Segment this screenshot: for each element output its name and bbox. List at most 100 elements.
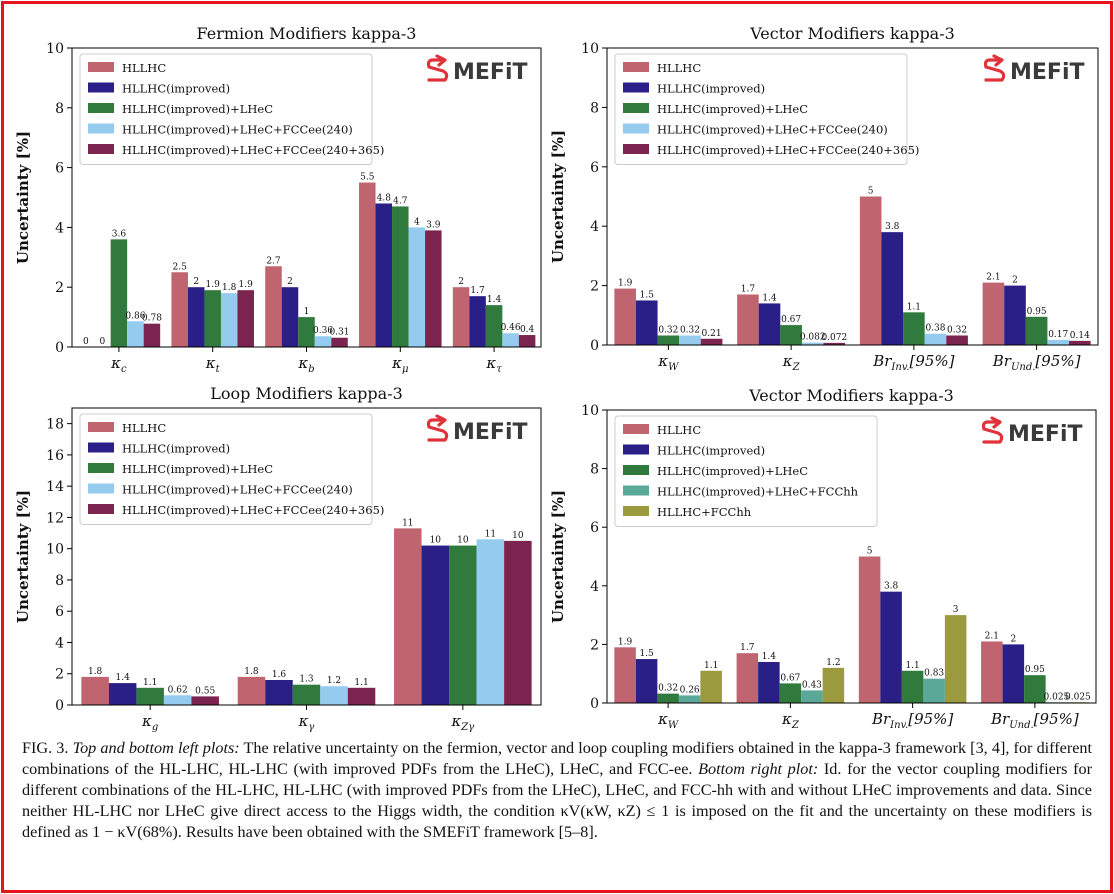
bar — [700, 338, 723, 345]
bar — [982, 282, 1005, 345]
bar — [163, 695, 192, 705]
value-label: 1.9 — [618, 279, 633, 289]
bar — [314, 336, 332, 347]
caption-italic: Top and bottom left plots: — [72, 739, 240, 757]
value-label: 11 — [485, 529, 496, 539]
value-label: 0.38 — [925, 324, 945, 334]
bar — [924, 333, 947, 345]
legend-label: HLLHC(improved)+LHeC+FCCee(240+365) — [122, 143, 384, 157]
bar — [394, 528, 422, 705]
legend-label: HLLHC(improved)+LHeC — [122, 462, 273, 476]
bar — [678, 695, 701, 703]
logo-text: MEFiT — [1008, 422, 1083, 447]
logo-icon — [426, 414, 449, 442]
legend-swatch — [88, 442, 114, 453]
bar — [191, 696, 219, 705]
legend-swatch — [88, 504, 114, 514]
bar — [801, 690, 823, 703]
chart-title: Vector Modifiers kappa-3 — [748, 386, 954, 405]
logo-icon — [981, 416, 1004, 444]
y-tick-label: 0 — [590, 696, 599, 712]
bar — [1047, 339, 1070, 345]
legend-swatch — [88, 463, 114, 473]
value-label: 0.67 — [781, 315, 801, 325]
y-tick-label: 4 — [590, 219, 599, 235]
value-label: 1.5 — [639, 649, 654, 659]
value-label: 2.7 — [266, 256, 281, 266]
logo-text: MEFiT — [1010, 60, 1085, 85]
value-label: 2 — [1010, 634, 1016, 644]
value-label: 0.86 — [125, 311, 145, 321]
value-label: 0.78 — [142, 314, 162, 324]
legend-label: HLLHC(improved)+LHeC — [657, 102, 808, 116]
legend-swatch — [623, 506, 649, 516]
legend-swatch — [88, 62, 114, 72]
bar — [858, 556, 881, 703]
bar — [635, 300, 658, 345]
y-tick-label: 6 — [590, 520, 599, 536]
bar — [1069, 340, 1091, 345]
value-label: 0.95 — [1027, 307, 1047, 317]
x-tick-label: κZ — [782, 352, 801, 373]
x-tick-label: κτ — [485, 354, 502, 375]
bar — [923, 678, 945, 703]
x-tick-label: κc — [110, 354, 127, 375]
y-tick-label: 10 — [46, 41, 64, 57]
y-tick-label: 6 — [590, 160, 599, 176]
value-label: 3.9 — [426, 220, 441, 230]
bar — [127, 321, 144, 347]
legend-label: HLLHC — [657, 61, 701, 75]
value-label: 0.95 — [1025, 665, 1045, 675]
bar — [903, 312, 925, 345]
bar — [758, 303, 781, 345]
caption-label: FIG. 3. — [22, 739, 69, 757]
logo-icon — [426, 54, 449, 82]
bar — [476, 539, 505, 705]
legend-swatch — [623, 485, 649, 496]
x-tick-label: κγ — [298, 712, 315, 733]
bar — [881, 232, 904, 345]
bar — [859, 196, 882, 345]
value-label: 0 — [83, 337, 89, 347]
logo-text: MEFiT — [453, 60, 528, 85]
bar — [981, 641, 1003, 703]
bar — [408, 227, 426, 347]
bar — [657, 335, 680, 345]
legend-label: HLLHC(improved)+LHeC+FCCee(240) — [657, 123, 888, 137]
legend-swatch — [88, 82, 114, 93]
value-label: 4.8 — [377, 193, 392, 203]
bar — [518, 335, 536, 347]
bar — [944, 615, 967, 703]
legend-box — [614, 53, 908, 165]
value-label: 0.025 — [1065, 692, 1091, 702]
plot-frame — [71, 407, 542, 706]
y-tick-label: 2 — [590, 637, 599, 653]
bar — [485, 305, 503, 347]
y-axis-label: Uncertainty [%] — [14, 490, 32, 623]
bar — [1004, 285, 1026, 345]
value-label: 1.3 — [299, 675, 314, 685]
x-tick-label: κμ — [391, 354, 408, 375]
value-label: 0.17 — [1048, 330, 1068, 340]
x-tick-label: κb — [297, 354, 314, 375]
bar — [737, 294, 759, 345]
y-axis-label: Uncertainty [%] — [549, 130, 567, 263]
value-label: 5.5 — [360, 173, 375, 183]
value-label: 3.6 — [112, 229, 127, 239]
bar — [469, 296, 486, 347]
y-tick-label: 6 — [55, 161, 64, 177]
y-axis-label: Uncertainty [%] — [14, 131, 32, 264]
legend-swatch — [88, 483, 114, 494]
bar — [504, 540, 532, 705]
bar — [110, 239, 128, 347]
logo-text: MEFiT — [453, 420, 528, 445]
y-tick-label: 10 — [581, 403, 599, 419]
caption: FIG. 3. Top and bottom left plots: The r… — [22, 738, 1092, 843]
chart-title: Loop Modifiers kappa-3 — [210, 384, 403, 403]
legend-box — [79, 413, 373, 525]
value-label: 2.5 — [173, 262, 188, 272]
value-label: 0.31 — [329, 328, 349, 338]
y-tick-label: 0 — [55, 698, 64, 714]
value-label: 0.55 — [195, 686, 215, 696]
